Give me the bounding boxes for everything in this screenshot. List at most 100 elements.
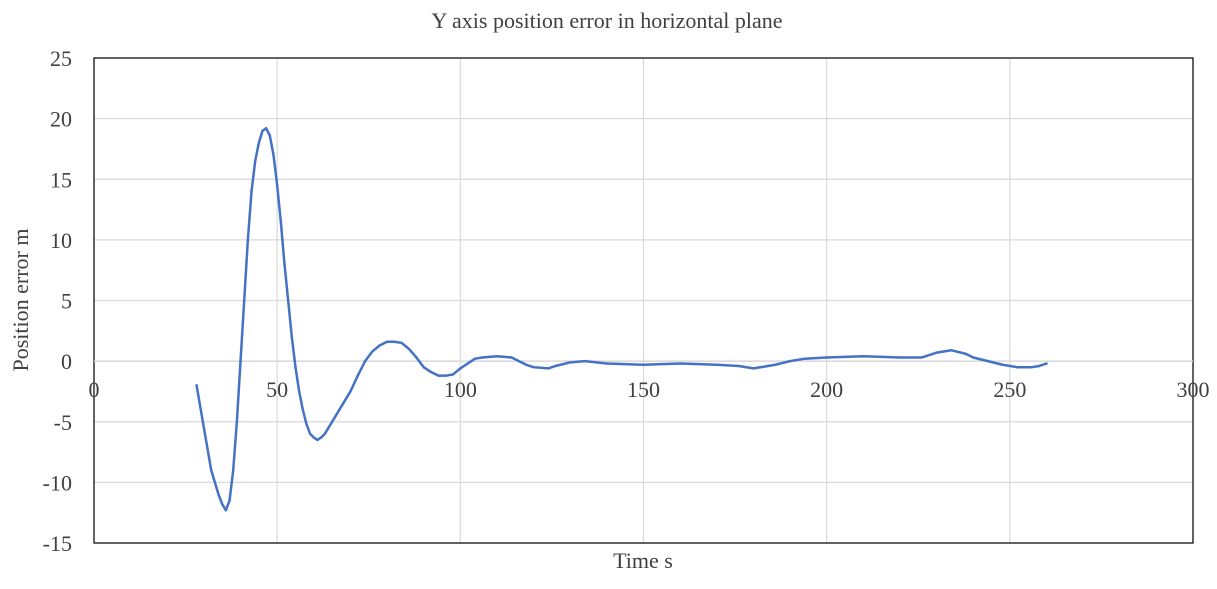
data-point [242, 299, 246, 302]
data-point [935, 351, 938, 354]
data-point [473, 357, 477, 360]
data-point [356, 374, 359, 377]
x-tick-label: 300 [1177, 377, 1210, 402]
data-point [415, 356, 418, 359]
data-point [338, 408, 341, 411]
data-point [312, 436, 315, 439]
data-point [950, 349, 953, 352]
x-tick-label: 200 [810, 377, 843, 402]
data-point [221, 503, 224, 506]
y-tick-labels: 25 20 15 10 5 0 -5 -10 -15 [43, 46, 72, 556]
data-point [239, 359, 242, 363]
data-point [228, 499, 231, 502]
x-tick-label: 50 [266, 377, 288, 402]
data-point [290, 335, 294, 339]
x-tick-label: 0 [89, 377, 100, 402]
data-point [371, 350, 374, 353]
data-point [569, 361, 572, 364]
data-point [1037, 364, 1041, 368]
data-point [235, 420, 239, 423]
data-point [279, 220, 283, 223]
data-point [286, 299, 290, 302]
grid-lines [93, 57, 1194, 544]
x-tick-label: 250 [993, 377, 1026, 402]
data-point [264, 127, 268, 130]
data-point [444, 374, 447, 377]
data-point [862, 355, 865, 358]
data-point [400, 341, 403, 345]
data-point [297, 390, 301, 393]
data-point [305, 422, 308, 426]
y-tick-label: 10 [50, 228, 72, 253]
data-point [429, 370, 433, 374]
data-point [195, 384, 198, 387]
data-point [393, 340, 396, 343]
data-point [422, 365, 425, 369]
y-axis-title: Position error m [8, 229, 33, 372]
x-tick-label: 150 [627, 377, 660, 402]
data-point [437, 374, 440, 377]
data-point [363, 359, 367, 363]
data-point [246, 238, 250, 242]
y-tick-label: -5 [54, 410, 72, 435]
y-tick-label: 25 [50, 46, 72, 71]
data-point [217, 493, 220, 496]
data-point [466, 362, 469, 365]
data-point [583, 359, 587, 363]
data-point [459, 367, 462, 370]
data-point [272, 153, 275, 157]
data-point [283, 262, 286, 266]
data-point [250, 190, 253, 193]
data-point [774, 363, 777, 366]
data-point [1045, 362, 1048, 365]
y-tick-label: 15 [50, 167, 72, 192]
data-point [1001, 363, 1004, 366]
data-point [385, 340, 389, 343]
data-point [964, 352, 968, 356]
data-point [972, 356, 975, 359]
y-tick-label: -15 [43, 531, 72, 556]
y-tick-label: 0 [61, 349, 72, 374]
data-point [920, 356, 924, 359]
data-point [308, 432, 312, 436]
data-point [330, 420, 334, 423]
data-point [986, 359, 990, 363]
data-point [316, 438, 319, 442]
data-point [224, 509, 228, 512]
data-point [766, 364, 770, 368]
data-point [715, 363, 718, 366]
data-point [232, 469, 235, 472]
data-point [788, 359, 792, 363]
data-point [268, 134, 272, 137]
data-point [257, 141, 261, 145]
series-line [195, 127, 1048, 512]
chart-title: Y axis position error in horizontal plan… [431, 8, 782, 33]
x-tick-labels: 0 50 100 150 200 250 300 [89, 377, 1210, 402]
data-point [294, 365, 297, 369]
data-point [1030, 365, 1034, 369]
data-point [319, 436, 323, 439]
data-point [737, 364, 740, 368]
data-point [202, 426, 206, 430]
data-point [210, 469, 213, 472]
y-tick-label: -10 [43, 470, 72, 495]
data-point [554, 364, 557, 368]
data-point [327, 426, 330, 430]
x-axis-title: Time s [613, 548, 673, 573]
data-point [605, 362, 609, 365]
data-point [547, 367, 550, 370]
data-point [678, 362, 682, 365]
data-point [517, 359, 521, 363]
data-point [510, 356, 513, 359]
data-point [803, 357, 806, 360]
data-point [301, 408, 305, 411]
y-tick-label: 5 [61, 289, 72, 314]
data-point [451, 373, 455, 376]
data-point [261, 129, 264, 132]
data-point [334, 414, 337, 417]
data-point [481, 356, 484, 359]
data-point [752, 367, 755, 370]
data-point [378, 344, 381, 347]
